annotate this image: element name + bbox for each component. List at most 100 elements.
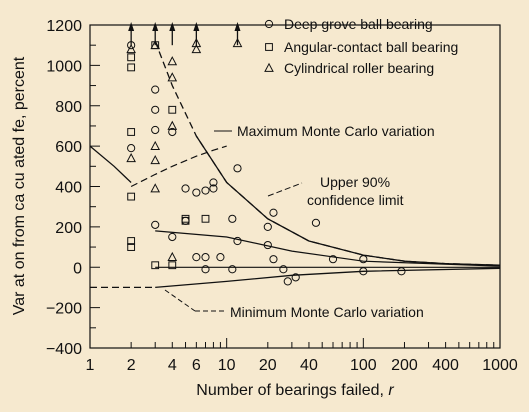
- circle-point: [201, 186, 210, 195]
- annotations-layer: Maximum Monte Carlo variation Upper 90% co…: [164, 123, 435, 320]
- overflow-arrow-head: [128, 22, 135, 32]
- square-point: [168, 261, 177, 270]
- circle-point: [397, 267, 406, 276]
- square-point: [201, 214, 210, 223]
- y-tick-label: −400: [46, 341, 82, 358]
- circle-point: [127, 144, 136, 153]
- square-point: [181, 214, 190, 223]
- triangle-point: [167, 120, 178, 130]
- curves-layer: [89, 40, 501, 289]
- triangle-point: [150, 39, 161, 50]
- circle-point: [263, 240, 272, 250]
- circle-point: [291, 273, 300, 282]
- x-tick-label: 1: [86, 357, 95, 374]
- triangle-point: [191, 43, 202, 54]
- circle-point: [359, 267, 368, 276]
- circle-point: [181, 184, 190, 193]
- circle-point: [283, 277, 292, 286]
- x-tick-label: 400: [432, 357, 459, 374]
- triangle-point: [191, 37, 202, 48]
- x-tick-label: 1000: [482, 357, 518, 374]
- circle-point: [228, 214, 237, 223]
- x-tick-label: 200: [391, 357, 418, 374]
- circle-point: [192, 188, 201, 197]
- triangle-point: [232, 37, 243, 48]
- overflow-arrow-head: [193, 22, 200, 32]
- y-tick-label: 200: [55, 220, 82, 237]
- circle-point: [201, 253, 210, 262]
- maximum-monte-carlo-curve-solid: [195, 135, 501, 266]
- legend-square-marker: [265, 43, 273, 51]
- x-axis-title: Number of bearings failed, r: [196, 382, 394, 399]
- left-decay-curve: [89, 145, 132, 183]
- square-point: [127, 128, 136, 136]
- circle-point: [209, 184, 218, 193]
- circle-point: [228, 265, 237, 274]
- x-tick-label: 20: [259, 357, 277, 374]
- circle-point: [233, 236, 242, 246]
- overflow-arrow-head: [234, 22, 241, 32]
- y-axis-title: Var at on from ca cu ated fe, percent: [11, 56, 28, 315]
- circle-point: [168, 127, 177, 137]
- x-tick-label: 100: [350, 357, 377, 374]
- circle-point: [168, 232, 177, 242]
- y-tick-label: 600: [55, 139, 82, 156]
- x-tick-label: 6: [192, 357, 201, 374]
- circle-point: [151, 85, 160, 94]
- zero-band-upper-curve: [155, 230, 501, 267]
- triangle-point: [167, 251, 178, 262]
- annotation-maximum-monte-carlo: Maximum Monte Carlo variation: [237, 123, 435, 139]
- triangle-point: [150, 154, 161, 165]
- circle-point: [269, 255, 278, 264]
- upper-90-confidence-curve: [130, 145, 227, 188]
- annotation-leader: [267, 182, 303, 197]
- y-tick-label: 800: [55, 99, 82, 116]
- x-tick-label: 40: [300, 357, 318, 374]
- points-layer: [126, 22, 406, 286]
- triangle-point: [150, 183, 161, 193]
- annotation-confidence-limit: confidence limit: [307, 192, 404, 208]
- x-tick-label: 10: [218, 357, 236, 374]
- y-tick-label: −200: [46, 301, 82, 318]
- circle-point: [201, 265, 210, 274]
- square-point: [127, 63, 136, 72]
- y-tick-label: 400: [55, 180, 82, 197]
- legend-label: Deep grove ball bearing: [284, 16, 433, 32]
- triangle-point: [167, 56, 178, 66]
- circle-point: [209, 178, 218, 187]
- circle-point: [233, 164, 242, 173]
- minimum-monte-carlo-curve: [155, 267, 501, 289]
- annotation-minimum-monte-carlo: Minimum Monte Carlo variation: [230, 304, 424, 320]
- legend: Deep grove ball bearing Angular-contact b…: [264, 16, 458, 76]
- circle-point: [311, 218, 321, 227]
- circle-point: [279, 265, 288, 274]
- circle-point: [359, 255, 368, 264]
- triangle-point: [126, 43, 136, 54]
- x-tick-label: 2: [127, 357, 136, 374]
- y-tick-label: 0: [73, 260, 82, 277]
- y-tick-label: 1000: [46, 58, 82, 75]
- square-point: [127, 237, 136, 245]
- circle-point: [269, 208, 278, 217]
- legend-label: Angular-contact ball bearing: [284, 39, 458, 55]
- circle-point: [151, 105, 160, 114]
- overflow-arrow-head: [152, 22, 159, 32]
- x-tick-label: 4: [168, 357, 177, 374]
- circle-point: [263, 222, 272, 231]
- square-point: [127, 53, 136, 62]
- square-point: [127, 192, 136, 201]
- legend-triangle-marker: [264, 62, 274, 72]
- y-tick-label: 1200: [46, 18, 82, 35]
- annotation-leader: [164, 289, 196, 312]
- circle-point: [192, 253, 201, 262]
- triangle-point: [167, 72, 178, 82]
- circle-point: [151, 125, 160, 135]
- legend-circle-marker: [264, 19, 274, 29]
- circle-point: [328, 255, 338, 264]
- circle-point: [216, 253, 225, 262]
- square-point: [151, 261, 160, 270]
- overflow-arrow-head: [169, 22, 176, 32]
- circle-point: [151, 220, 160, 229]
